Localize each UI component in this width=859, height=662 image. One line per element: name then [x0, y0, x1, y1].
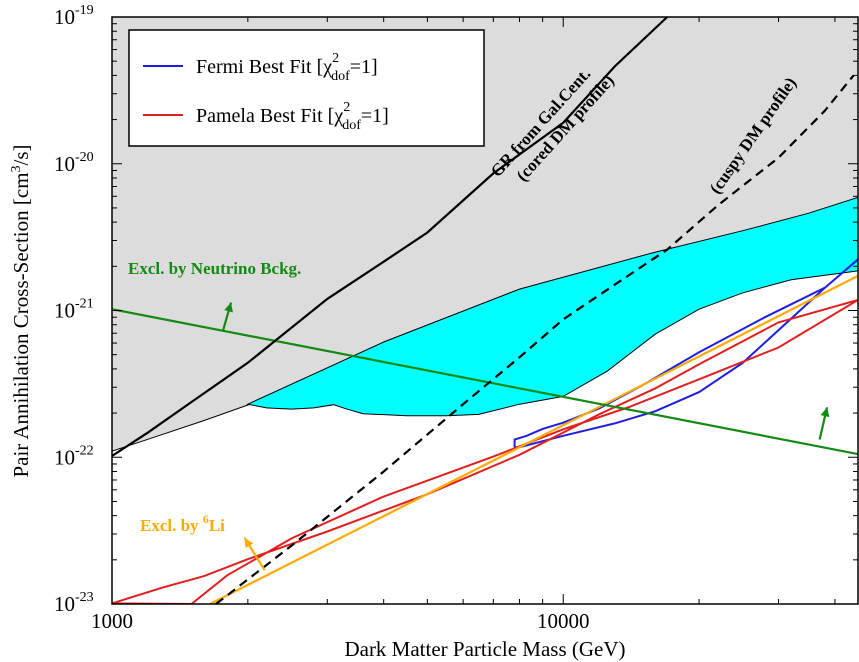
- neutrino-arrow-left-head: [224, 302, 233, 313]
- legend-label-fermi: Fermi Best Fit [χ2 dof=1]: [196, 51, 378, 84]
- y-tick-label: 10-19: [54, 3, 94, 29]
- lithium-label-pre: Excl. by: [140, 516, 203, 535]
- y-tick-label: 10-23: [54, 590, 94, 616]
- lithium-arrow-head: [244, 537, 254, 548]
- neutrino-label: Excl. by Neutrino Bckg.: [128, 259, 301, 278]
- x-axis-label: Dark Matter Particle Mass (GeV): [344, 637, 625, 661]
- series-fermi: [513, 258, 858, 449]
- series-layer: [112, 17, 858, 604]
- series-gr: [112, 17, 668, 457]
- legend-label-pamela: Pamela Best Fit [χ2 dof=1]: [196, 100, 389, 133]
- tick-layer: 1000 10000 10-23 10-22 10-21 10-20 10-19: [54, 3, 858, 633]
- x-tick-label: 10000: [537, 609, 590, 633]
- allowed-band: [246, 196, 858, 417]
- lithium-label: Excl. by 6Li: [140, 512, 225, 535]
- y-tick-label: 10-20: [54, 150, 94, 176]
- neutrino-arrow-right-head: [820, 407, 830, 418]
- legend-box: [128, 29, 485, 147]
- arrow-layer: [221, 302, 830, 571]
- legend: Fermi Best Fit [χ2 dof=1] Pamela Best Fit…: [128, 29, 485, 147]
- series-gr-dashed: [215, 74, 855, 604]
- lithium-label-sup: 6: [203, 512, 209, 526]
- lithium-label-post: Li: [209, 516, 225, 535]
- series-neutrino: [112, 308, 858, 456]
- y-axis-label: Pair Annihilation Cross-Section [cm3/s]: [9, 144, 33, 477]
- series-lithium: [209, 274, 858, 604]
- y-tick-label: 10-21: [54, 297, 94, 323]
- series-pamela: [112, 299, 858, 604]
- x-tick-label: 1000: [91, 609, 133, 633]
- y-tick-label: 10-22: [54, 443, 94, 469]
